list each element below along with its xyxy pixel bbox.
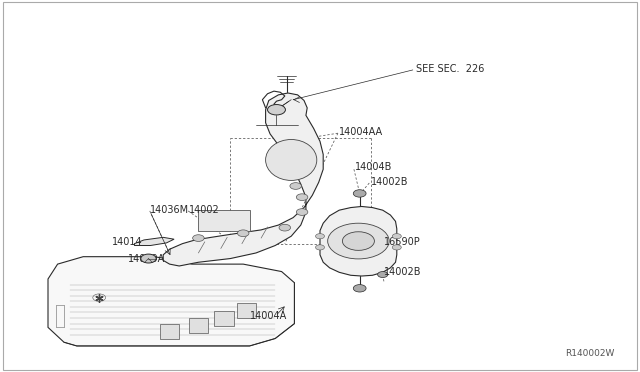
Bar xyxy=(189,318,208,333)
Polygon shape xyxy=(134,237,174,246)
Text: 16590P: 16590P xyxy=(384,237,420,247)
Ellipse shape xyxy=(266,140,317,180)
Circle shape xyxy=(392,234,401,239)
Circle shape xyxy=(296,209,308,215)
Text: 14069A: 14069A xyxy=(128,254,165,263)
Polygon shape xyxy=(48,257,294,346)
Bar xyxy=(160,324,179,339)
Circle shape xyxy=(353,285,366,292)
Circle shape xyxy=(290,183,301,189)
Text: 14036M: 14036M xyxy=(150,205,189,215)
Circle shape xyxy=(316,245,324,250)
Text: 14002B: 14002B xyxy=(371,177,409,187)
Circle shape xyxy=(392,245,401,250)
Circle shape xyxy=(193,235,204,241)
Text: R140002W: R140002W xyxy=(565,349,614,358)
Circle shape xyxy=(296,194,308,201)
Polygon shape xyxy=(163,93,323,266)
Text: 14002: 14002 xyxy=(189,205,220,215)
Text: 14004A: 14004A xyxy=(250,311,287,321)
Circle shape xyxy=(328,223,389,259)
Text: 14002B: 14002B xyxy=(384,267,422,276)
Circle shape xyxy=(342,232,374,250)
Bar xyxy=(198,210,250,231)
Bar xyxy=(214,311,234,326)
Text: 14004B: 14004B xyxy=(355,163,392,172)
Circle shape xyxy=(268,105,285,115)
Text: 14014: 14014 xyxy=(112,237,143,247)
Text: 14004AA: 14004AA xyxy=(339,127,383,137)
Text: SEE SEC.  226: SEE SEC. 226 xyxy=(416,64,484,74)
Circle shape xyxy=(316,234,324,239)
Polygon shape xyxy=(320,206,397,276)
Circle shape xyxy=(378,272,388,278)
Circle shape xyxy=(237,230,249,237)
Circle shape xyxy=(353,190,366,197)
Bar xyxy=(237,303,256,318)
Circle shape xyxy=(141,254,156,263)
Circle shape xyxy=(279,224,291,231)
